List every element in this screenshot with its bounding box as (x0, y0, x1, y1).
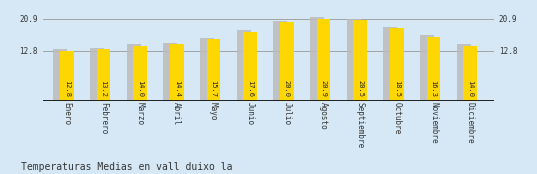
Bar (170, 44, 184, 101)
Bar (456, 44, 470, 101)
Bar (200, 38, 214, 101)
Bar (316, 19, 330, 101)
Bar (60, 51, 74, 101)
Text: 13.2: 13.2 (100, 80, 106, 97)
Bar (420, 35, 434, 101)
Bar (133, 46, 147, 101)
Bar (390, 28, 404, 101)
Bar (53, 49, 67, 101)
Text: Temperaturas Medias en vall duixo la: Temperaturas Medias en vall duixo la (21, 162, 233, 172)
Text: 18.5: 18.5 (394, 80, 400, 97)
Bar (97, 49, 111, 101)
Bar (90, 48, 104, 101)
Bar (280, 22, 294, 101)
Bar (463, 46, 477, 101)
Bar (346, 19, 360, 101)
Bar (383, 27, 397, 101)
Text: 14.0: 14.0 (467, 80, 473, 97)
Bar (163, 43, 177, 101)
Bar (426, 37, 440, 101)
Text: 20.5: 20.5 (357, 80, 363, 97)
Bar (207, 39, 221, 101)
Text: 14.0: 14.0 (137, 80, 143, 97)
Bar (353, 21, 367, 101)
Text: 12.8: 12.8 (64, 80, 70, 97)
Text: 16.3: 16.3 (431, 80, 437, 97)
Text: 17.6: 17.6 (247, 80, 253, 97)
Bar (243, 32, 257, 101)
Text: 20.9: 20.9 (321, 80, 326, 97)
Bar (310, 17, 324, 101)
Bar (273, 21, 287, 101)
Text: 15.7: 15.7 (211, 80, 216, 97)
Bar (127, 44, 141, 101)
Bar (237, 30, 251, 101)
Text: 14.4: 14.4 (174, 80, 180, 97)
Text: 20.0: 20.0 (284, 80, 290, 97)
